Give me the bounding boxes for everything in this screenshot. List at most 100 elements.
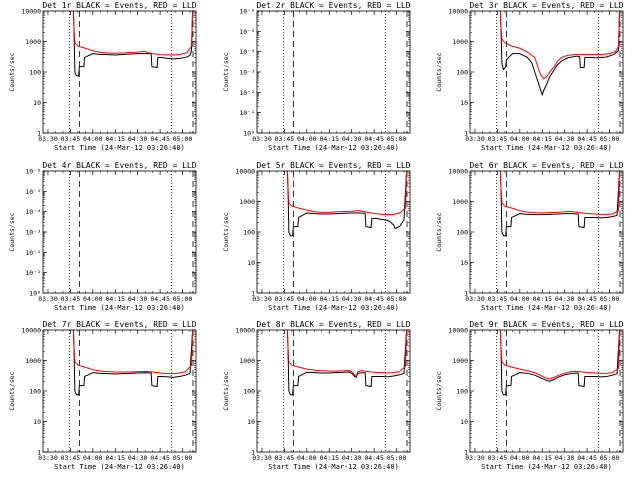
x-tick-label: 03:45 <box>275 454 295 462</box>
panel-4: Det 4r BLACK = Events, RED = LLD Counts/s… <box>8 161 197 312</box>
plot-frame <box>256 10 411 134</box>
y-tick-label: 10⁻⁴ <box>239 48 255 56</box>
x-axis-label: Start Time (24-Mar-12 03:26:40) <box>268 144 399 152</box>
x-tick-label: 03:30 <box>252 295 272 303</box>
x-tick-label: 03:30 <box>38 135 58 143</box>
y-tick-label: 100 <box>29 69 41 77</box>
y-tick-label: 10 <box>33 99 41 107</box>
x-tick-label: 04:45 <box>364 295 384 303</box>
plot-frame <box>42 170 197 294</box>
x-tick-label: 04:45 <box>150 295 170 303</box>
panel-title: Det 5r BLACK = Events, RED = LLD <box>256 161 410 170</box>
y-tick-label: 10000 <box>235 168 255 176</box>
y-tick-label: 1 <box>251 290 255 298</box>
x-tick-label: 03:30 <box>38 454 58 462</box>
x-tick-label: 03:45 <box>61 295 81 303</box>
y-tick-label: 10000 <box>448 168 468 176</box>
x-tick-label: 04:30 <box>342 454 362 462</box>
y-axis-label: Counts/sec <box>8 52 16 91</box>
x-tick-label: 05:00 <box>387 295 407 303</box>
lld-series-line <box>286 171 408 216</box>
x-tick-label: 05:00 <box>173 454 193 462</box>
x-tick-label: 03:45 <box>275 135 295 143</box>
y-tick-label: 1000 <box>25 357 41 365</box>
events-series-line <box>286 330 408 396</box>
panel-1: Det 1r BLACK = Events, RED = LLD Counts/s… <box>8 1 197 152</box>
x-tick-label: 05:00 <box>387 135 407 143</box>
events-series-line <box>286 171 408 237</box>
panel-title: Det 1r BLACK = Events, RED = LLD <box>42 1 196 10</box>
lld-series-line <box>72 330 194 375</box>
x-tick-label: 03:45 <box>61 135 81 143</box>
y-axis-label: Counts/sec <box>222 52 230 91</box>
x-tick-label: 04:15 <box>319 454 339 462</box>
y-tick-label: 10⁰ <box>243 130 255 138</box>
x-tick-label: 03:45 <box>488 135 508 143</box>
x-tick-label: 04:15 <box>105 295 125 303</box>
y-tick-label: 1000 <box>452 357 468 365</box>
y-tick-label: 10 <box>247 418 255 426</box>
x-tick-label: 04:00 <box>83 454 103 462</box>
x-tick-label: 03:30 <box>252 135 272 143</box>
panel-title: Det 9r BLACK = Events, RED = LLD <box>469 320 623 329</box>
y-tick-label: 10⁻⁵ <box>25 188 41 196</box>
events-series-line <box>499 11 621 97</box>
y-tick-label: 10⁻⁶ <box>239 8 255 16</box>
x-tick-label: 05:00 <box>173 295 193 303</box>
x-tick-label: 04:45 <box>577 135 597 143</box>
x-tick-label: 04:15 <box>532 454 552 462</box>
x-axis-label: Start Time (24-Mar-12 03:26:40) <box>481 144 612 152</box>
y-tick-label: 100 <box>456 229 468 237</box>
lld-series-line <box>72 11 194 56</box>
x-tick-label: 04:45 <box>150 135 170 143</box>
events-series-line <box>499 330 621 396</box>
y-tick-label: 1 <box>464 290 468 298</box>
y-tick-label: 1 <box>464 130 468 138</box>
y-tick-label: 1000 <box>239 198 255 206</box>
x-tick-label: 05:00 <box>173 135 193 143</box>
y-tick-label: 100 <box>456 69 468 77</box>
x-tick-label: 03:30 <box>465 295 485 303</box>
events-series-line <box>499 171 621 237</box>
y-tick-label: 10⁻³ <box>239 69 255 77</box>
x-tick-label: 05:00 <box>600 295 620 303</box>
panel-3: Det 3r BLACK = Events, RED = LLD Counts/s… <box>435 1 624 152</box>
panel-5: Det 5r BLACK = Events, RED = LLD Counts/s… <box>222 161 411 312</box>
y-tick-label: 10000 <box>235 327 255 335</box>
panel-2: Det 2r BLACK = Events, RED = LLD Counts/s… <box>222 1 411 152</box>
x-tick-label: 04:00 <box>297 295 317 303</box>
x-tick-label: 04:00 <box>83 295 103 303</box>
y-axis-label: Counts/sec <box>435 212 443 251</box>
plot-frame <box>469 329 624 453</box>
events-series-line <box>72 11 194 77</box>
y-tick-label: 10⁻⁶ <box>25 168 41 176</box>
y-tick-label: 1000 <box>452 198 468 206</box>
y-tick-label: 1000 <box>239 357 255 365</box>
panel-7: Det 7r BLACK = Events, RED = LLD Counts/s… <box>8 320 197 471</box>
x-tick-label: 04:15 <box>532 295 552 303</box>
y-axis-label: Counts/sec <box>8 371 16 410</box>
x-tick-label: 03:30 <box>38 295 58 303</box>
x-tick-label: 04:30 <box>128 295 148 303</box>
y-tick-label: 10⁻⁵ <box>239 28 255 36</box>
x-tick-label: 03:45 <box>61 454 81 462</box>
y-tick-label: 10000 <box>448 8 468 16</box>
y-tick-label: 100 <box>456 388 468 396</box>
y-tick-label: 10⁻² <box>239 89 255 97</box>
x-tick-label: 04:00 <box>83 135 103 143</box>
plot-frame <box>256 329 411 453</box>
x-axis-label: Start Time (24-Mar-12 03:26:40) <box>54 304 185 312</box>
x-tick-label: 04:45 <box>364 454 384 462</box>
y-tick-label: 1 <box>251 449 255 457</box>
plot-frame <box>469 170 624 294</box>
y-tick-label: 1 <box>37 130 41 138</box>
x-tick-label: 04:15 <box>319 135 339 143</box>
panel-9: Det 9r BLACK = Events, RED = LLD Counts/s… <box>435 320 624 471</box>
x-tick-label: 04:15 <box>319 295 339 303</box>
x-tick-label: 05:00 <box>600 454 620 462</box>
plot-frame <box>469 10 624 134</box>
x-tick-label: 05:00 <box>600 135 620 143</box>
x-tick-label: 04:30 <box>128 135 148 143</box>
y-tick-label: 1 <box>464 449 468 457</box>
